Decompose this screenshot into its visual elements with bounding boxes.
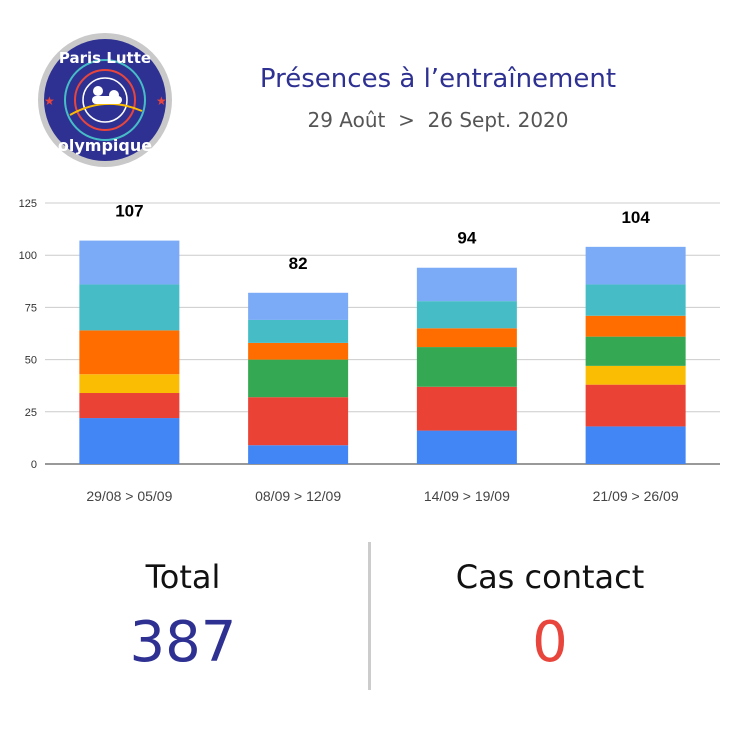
bar-segment xyxy=(79,374,180,394)
bar-segment xyxy=(79,418,180,464)
attendance-chart: 0 25 50 75 100 125 107 29/08 > 05/09 82 08/09 > … xyxy=(19,198,720,504)
bar-segment xyxy=(416,267,517,302)
x-tick-label: 29/08 > 05/09 xyxy=(86,488,172,504)
bar-segment xyxy=(416,430,517,464)
bar-segment xyxy=(79,240,180,285)
bar-segment xyxy=(248,319,349,343)
logo-top-text: Paris Lutte xyxy=(59,49,151,67)
star-right-icon: ★ xyxy=(156,94,167,108)
bar-total-label: 107 xyxy=(115,202,143,221)
bar-segment xyxy=(416,347,517,387)
bar-segment xyxy=(585,315,686,337)
bar-segment xyxy=(585,384,686,427)
total-value: 387 xyxy=(129,610,237,675)
bar-segment xyxy=(248,342,349,360)
total-label: Total xyxy=(145,558,221,596)
club-logo: ★ ★ Paris Lutte olympique xyxy=(38,33,172,167)
chart-labels: 107 29/08 > 05/09 82 08/09 > 12/09 94 14/09 >… xyxy=(86,202,678,504)
logo-bottom-text: olympique xyxy=(58,136,152,155)
stats-divider xyxy=(368,542,371,690)
y-tick-label: 100 xyxy=(19,250,37,262)
bar-total-label: 94 xyxy=(457,229,476,248)
bar-segment xyxy=(585,246,686,285)
y-tick-label: 75 xyxy=(25,302,37,314)
bar-segment xyxy=(585,284,686,316)
bar-segment xyxy=(248,359,349,398)
bar-total-label: 82 xyxy=(289,254,308,273)
y-tick-label: 125 xyxy=(19,198,37,210)
bar-segment xyxy=(248,292,349,320)
bar-segment xyxy=(79,330,180,375)
bar-segment xyxy=(416,328,517,348)
y-tick-label: 25 xyxy=(25,407,37,419)
y-tick-label: 0 xyxy=(31,459,37,471)
bar-segment xyxy=(416,386,517,431)
contact-case-value: 0 xyxy=(532,610,568,675)
bar-segment xyxy=(416,301,517,329)
bar-segment xyxy=(248,445,349,464)
x-tick-label: 08/09 > 12/09 xyxy=(255,488,341,504)
bar-segment xyxy=(248,397,349,446)
bar-segment xyxy=(585,336,686,366)
bar-segment xyxy=(79,393,180,419)
contact-case-label: Cas contact xyxy=(455,558,645,596)
x-tick-label: 21/09 > 26/09 xyxy=(593,488,679,504)
bar-segment xyxy=(79,284,180,331)
page-subtitle: 29 Août > 26 Sept. 2020 xyxy=(307,108,569,132)
star-left-icon: ★ xyxy=(44,94,55,108)
bar-segment xyxy=(585,365,686,385)
x-tick-label: 14/09 > 19/09 xyxy=(424,488,510,504)
y-tick-label: 50 xyxy=(25,355,37,367)
chart-bars xyxy=(79,240,686,464)
bar-segment xyxy=(585,426,686,464)
bar-total-label: 104 xyxy=(621,208,650,227)
page-title: Présences à l’entraînement xyxy=(259,64,617,94)
